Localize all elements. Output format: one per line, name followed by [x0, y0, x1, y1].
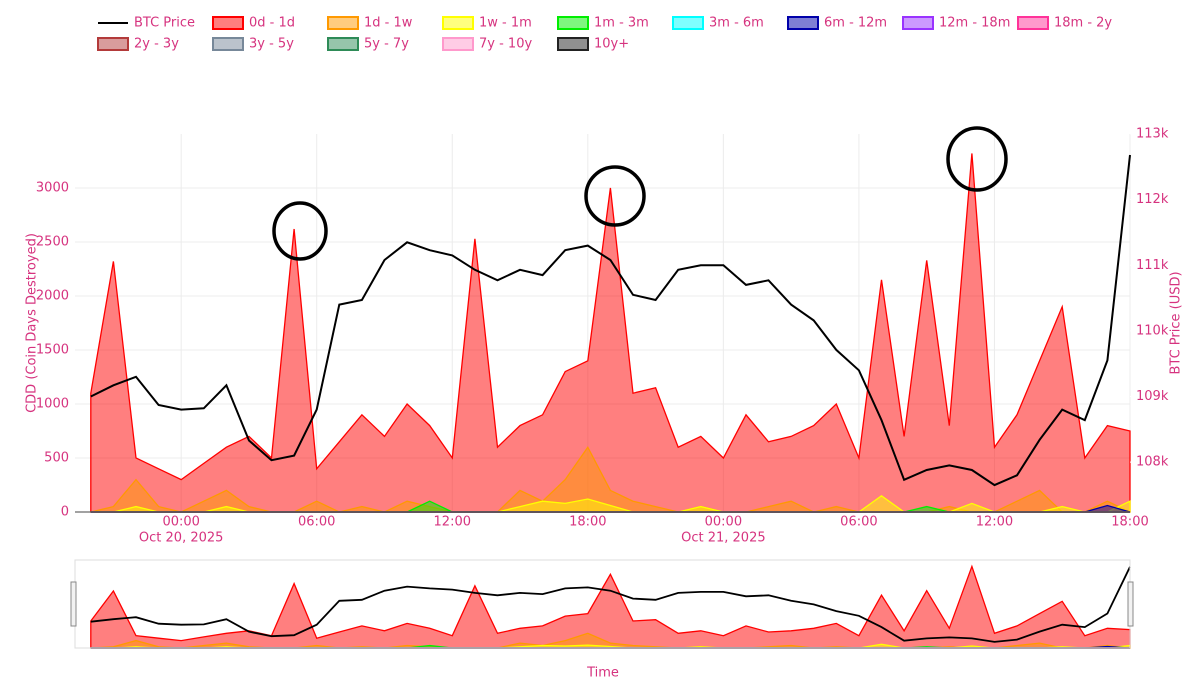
y-tick-label: 2500 [36, 235, 69, 250]
legend-swatch [557, 37, 589, 51]
y-tick-label: 2000 [36, 289, 69, 304]
legend-item[interactable]: 12m - 18m [902, 16, 1010, 31]
y2-tick-label: 109k [1136, 389, 1169, 404]
legend-label: 12m - 18m [939, 16, 1010, 31]
legend-swatch [672, 16, 704, 30]
y2-tick-label: 112k [1136, 192, 1169, 207]
legend-label: 5y - 7y [364, 37, 409, 52]
highlight-circle [946, 126, 1008, 192]
y-axis-title: CDD (Coin Days Destroyed) [25, 233, 40, 413]
y-tick-label: 3000 [36, 181, 69, 196]
legend-swatch [902, 16, 934, 30]
y-tick-label: 500 [44, 451, 69, 466]
legend-item[interactable]: 0d - 1d [212, 16, 295, 31]
legend-item[interactable]: 6m - 12m [787, 16, 887, 31]
legend-label: 0d - 1d [249, 16, 295, 31]
legend-item[interactable]: 3m - 6m [672, 16, 764, 31]
y2-tick-label: 108k [1136, 455, 1169, 470]
legend-label: 3m - 6m [709, 16, 764, 31]
legend-item[interactable]: 1w - 1m [442, 16, 532, 31]
range-handle[interactable] [70, 581, 77, 627]
axes: 0 500 1000 1500 2000 2500 3000 108k 109k 110k 111k… [36, 127, 1169, 546]
x-tick-label: 00:00 [705, 515, 742, 530]
mini-area [90, 564, 1131, 649]
highlight-circle [584, 165, 646, 227]
legend-item[interactable]: 5y - 7y [327, 37, 409, 52]
x-date-label: Oct 20, 2025 [139, 531, 224, 546]
legend-label: 1d - 1w [364, 16, 413, 31]
x-tick-label: 06:00 [840, 515, 877, 530]
legend-item[interactable]: BTC Price [98, 16, 195, 31]
x-tick-label: 18:00 [569, 515, 606, 530]
legend-item[interactable]: 10y+ [557, 37, 629, 52]
y2-axis-title: BTC Price (USD) [1169, 271, 1184, 374]
legend-label: 3y - 5y [249, 37, 294, 52]
y2-tick-label: 110k [1136, 323, 1169, 338]
x-tick-label: 00:00 [162, 515, 199, 530]
legend-item[interactable]: 7y - 10y [442, 37, 532, 52]
legend-item[interactable]: 1d - 1w [327, 16, 413, 31]
legend-swatch [1017, 16, 1049, 30]
legend-swatch [787, 16, 819, 30]
legend-item[interactable]: 2y - 3y [97, 37, 179, 52]
y-tick-label: 1500 [36, 343, 69, 358]
legend-label: BTC Price [134, 16, 195, 31]
x-tick-label: 12:00 [434, 515, 471, 530]
y-tick-label: 0 [61, 505, 69, 520]
cdd-area [90, 153, 1131, 513]
legend-swatch [442, 16, 474, 30]
legend-swatch [97, 37, 129, 51]
mini-price-line [90, 566, 1131, 643]
y-tick-label: 1000 [36, 397, 69, 412]
legend-swatch [557, 16, 589, 30]
legend-label: 10y+ [594, 37, 629, 52]
legend-swatch [442, 37, 474, 51]
lines [90, 154, 1131, 487]
range-handle[interactable] [1127, 581, 1134, 627]
price-line [90, 154, 1131, 487]
legend-label: 7y - 10y [479, 37, 532, 52]
y2-tick-label: 111k [1136, 258, 1169, 273]
x-date-label: Oct 21, 2025 [681, 531, 766, 546]
legend-swatch [212, 37, 244, 51]
x-tick-label: 12:00 [976, 515, 1013, 530]
x-tick-label: 06:00 [298, 515, 335, 530]
legend-label: 18m - 2y [1054, 16, 1112, 31]
legend-swatch [327, 37, 359, 51]
legend-label: 6m - 12m [824, 16, 887, 31]
x-tick-label: 18:00 [1111, 515, 1148, 530]
legend-item[interactable]: 18m - 2y [1017, 16, 1112, 31]
legend-label: 1w - 1m [479, 16, 532, 31]
legend-label: 1m - 3m [594, 16, 649, 31]
legend-swatch [327, 16, 359, 30]
legend-item[interactable]: 3y - 5y [212, 37, 294, 52]
legend: BTC Price 0d - 1d 1d - 1w 1w - 1m 1m - 3m 3m … [97, 16, 1112, 52]
x-axis-title: Time [586, 666, 619, 681]
y2-tick-label: 113k [1136, 127, 1169, 142]
legend-item[interactable]: 1m - 3m [557, 16, 649, 31]
legend-swatch [212, 16, 244, 30]
legend-label: 2y - 3y [134, 37, 179, 52]
highlight-circle [272, 201, 328, 261]
